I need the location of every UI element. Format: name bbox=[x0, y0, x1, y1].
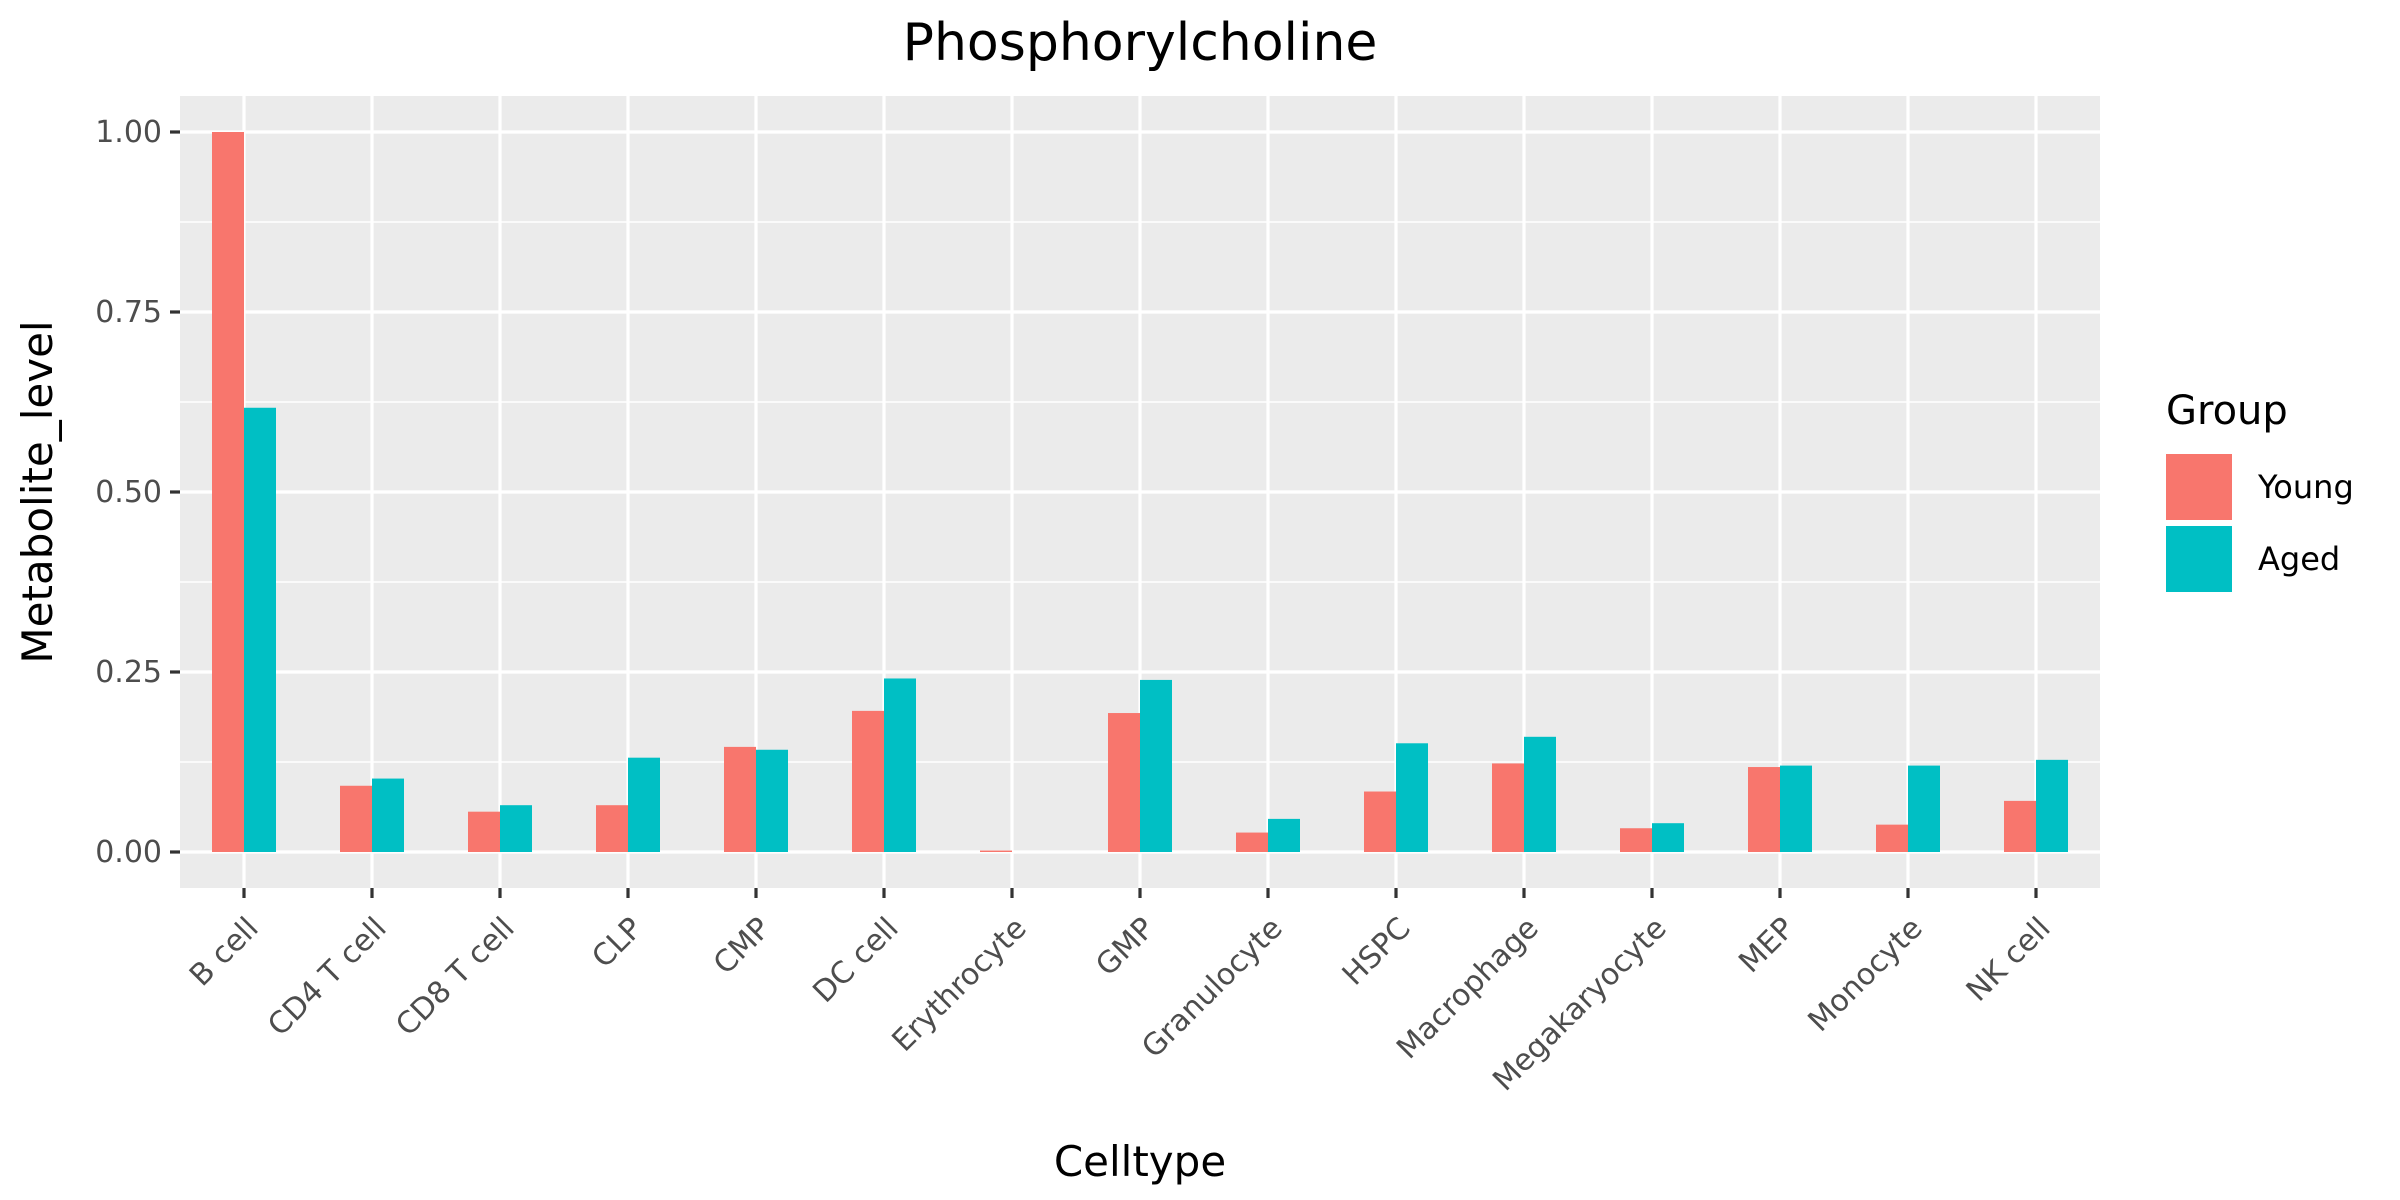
bar-aged-b-cell bbox=[244, 407, 276, 852]
bars bbox=[212, 132, 2068, 852]
bar-aged-mep bbox=[1780, 765, 1812, 852]
bar-aged-nk-cell bbox=[2036, 759, 2068, 852]
x-tick-label: CMP bbox=[707, 911, 778, 982]
bar-aged-cd4-t-cell bbox=[372, 778, 404, 852]
x-tick-label: MEP bbox=[1732, 911, 1801, 980]
bar-young-cd8-t-cell bbox=[468, 811, 500, 852]
x-tick-label: CD4 T cell bbox=[261, 911, 393, 1043]
legend-title: Group bbox=[2166, 388, 2288, 434]
legend-key-young bbox=[2166, 454, 2232, 520]
chart-title: Phosphorylcholine bbox=[903, 13, 1378, 73]
bar-aged-gmp bbox=[1140, 679, 1172, 852]
bar-young-megakaryocyte bbox=[1620, 828, 1652, 852]
bar-aged-monocyte bbox=[1908, 765, 1940, 852]
legend-label-aged: Aged bbox=[2258, 540, 2340, 578]
x-tick-label: HSPC bbox=[1336, 911, 1418, 993]
bar-young-dc-cell bbox=[852, 710, 884, 852]
bar-young-clp bbox=[596, 805, 628, 852]
x-tick-label: DC cell bbox=[806, 911, 905, 1010]
y-axis: 0.00 0.25 0.50 0.75 1.00 bbox=[95, 115, 180, 870]
bar-young-cmp bbox=[724, 746, 756, 852]
y-tick-label: 0.25 bbox=[95, 655, 162, 690]
bar-aged-hspc bbox=[1396, 743, 1428, 852]
y-tick-label: 0.75 bbox=[95, 295, 162, 330]
legend-label-young: Young bbox=[2257, 468, 2354, 506]
bar-young-macrophage bbox=[1492, 763, 1524, 852]
y-tick-label: 0.50 bbox=[95, 475, 162, 510]
bar-aged-cmp bbox=[756, 749, 788, 852]
legend: Group Young Aged bbox=[2166, 388, 2354, 592]
y-tick-label: 0.00 bbox=[95, 835, 162, 870]
bar-young-granulocyte bbox=[1236, 832, 1268, 852]
bar-aged-granulocyte bbox=[1268, 818, 1300, 852]
x-tick-label: B cell bbox=[183, 911, 266, 994]
bar-young-cd4-t-cell bbox=[340, 785, 372, 852]
y-tick-label: 1.00 bbox=[95, 115, 162, 150]
x-tick-label: Monocyte bbox=[1802, 911, 1930, 1039]
x-tick-label: CD8 T cell bbox=[389, 911, 521, 1043]
x-tick-label: CLP bbox=[585, 911, 649, 975]
bar-aged-cd8-t-cell bbox=[500, 805, 532, 852]
bar-young-mep bbox=[1748, 767, 1780, 852]
bar-aged-megakaryocyte bbox=[1652, 823, 1684, 852]
y-axis-title: Metabolite_level bbox=[13, 320, 62, 663]
x-tick-label: GMP bbox=[1089, 911, 1161, 983]
bar-aged-clp bbox=[628, 757, 660, 852]
bar-young-gmp bbox=[1108, 713, 1140, 852]
bar-young-erythrocyte bbox=[980, 850, 1012, 852]
bar-young-monocyte bbox=[1876, 824, 1908, 852]
x-axis-title: Celltype bbox=[1054, 1137, 1226, 1186]
x-tick-label: NK cell bbox=[1960, 911, 2058, 1009]
bar-aged-dc-cell bbox=[884, 678, 916, 852]
bar-young-hspc bbox=[1364, 791, 1396, 852]
legend-key-aged bbox=[2166, 526, 2232, 592]
bar-aged-macrophage bbox=[1524, 736, 1556, 852]
bar-young-b-cell bbox=[212, 132, 244, 852]
x-tick-label: Erythrocyte bbox=[886, 911, 1034, 1059]
bar-young-nk-cell bbox=[2004, 800, 2036, 852]
